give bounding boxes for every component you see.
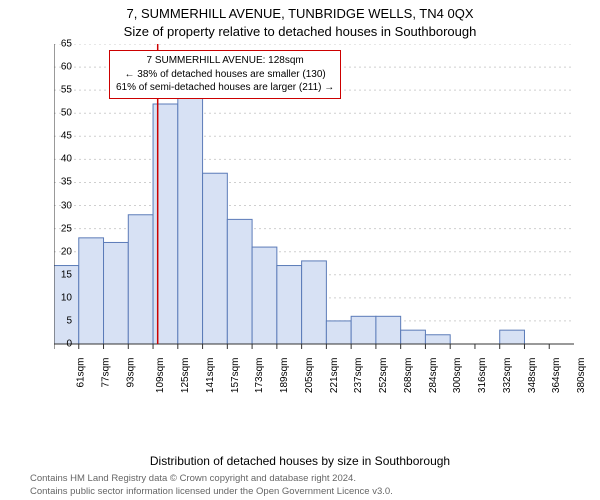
annot-line2: ← 38% of detached houses are smaller (13… [116,68,334,82]
xtick-label: 221sqm [329,358,340,394]
xtick-label: 300sqm [453,358,464,394]
ytick-label: 0 [48,339,72,350]
xtick-label: 157sqm [230,358,241,394]
xtick-label: 141sqm [205,358,216,394]
footer-line1: Contains HM Land Registry data © Crown c… [30,473,393,485]
ytick-label: 65 [48,39,72,50]
ytick-label: 15 [48,269,72,280]
xtick-label: 364sqm [552,358,563,394]
ytick-label: 10 [48,292,72,303]
ytick-label: 60 [48,62,72,73]
ytick-label: 5 [48,315,72,326]
xtick-label: 61sqm [76,358,87,388]
xtick-label: 380sqm [576,358,587,394]
ytick-label: 35 [48,177,72,188]
annot-line1: 7 SUMMERHILL AVENUE: 128sqm [116,54,334,68]
xtick-label: 252sqm [378,358,389,394]
footer-attribution: Contains HM Land Registry data © Crown c… [30,473,393,498]
ytick-label: 25 [48,223,72,234]
annot-line3: 61% of semi-detached houses are larger (… [116,81,334,95]
ytick-label: 55 [48,85,72,96]
xtick-label: 284sqm [428,358,439,394]
xtick-label: 332sqm [502,358,513,394]
x-axis-label: Distribution of detached houses by size … [0,454,600,468]
ytick-label: 50 [48,108,72,119]
xtick-label: 348sqm [527,358,538,394]
page-title-line1: 7, SUMMERHILL AVENUE, TUNBRIDGE WELLS, T… [0,6,600,21]
footer-line2: Contains public sector information licen… [30,486,393,498]
xtick-label: 189sqm [279,358,290,394]
ytick-label: 40 [48,154,72,165]
xtick-label: 77sqm [100,358,111,388]
xtick-label: 93sqm [125,358,136,388]
xtick-label: 316sqm [477,358,488,394]
xtick-label: 109sqm [155,358,166,394]
xtick-label: 268sqm [403,358,414,394]
ytick-label: 30 [48,200,72,211]
marker-annotation-box: 7 SUMMERHILL AVENUE: 128sqm ← 38% of det… [109,50,341,99]
xtick-label: 125sqm [180,358,191,394]
page-title-line2: Size of property relative to detached ho… [0,24,600,39]
xtick-label: 205sqm [304,358,315,394]
xtick-label: 237sqm [353,358,364,394]
ytick-label: 20 [48,246,72,257]
xtick-label: 173sqm [254,358,265,394]
ytick-label: 45 [48,131,72,142]
